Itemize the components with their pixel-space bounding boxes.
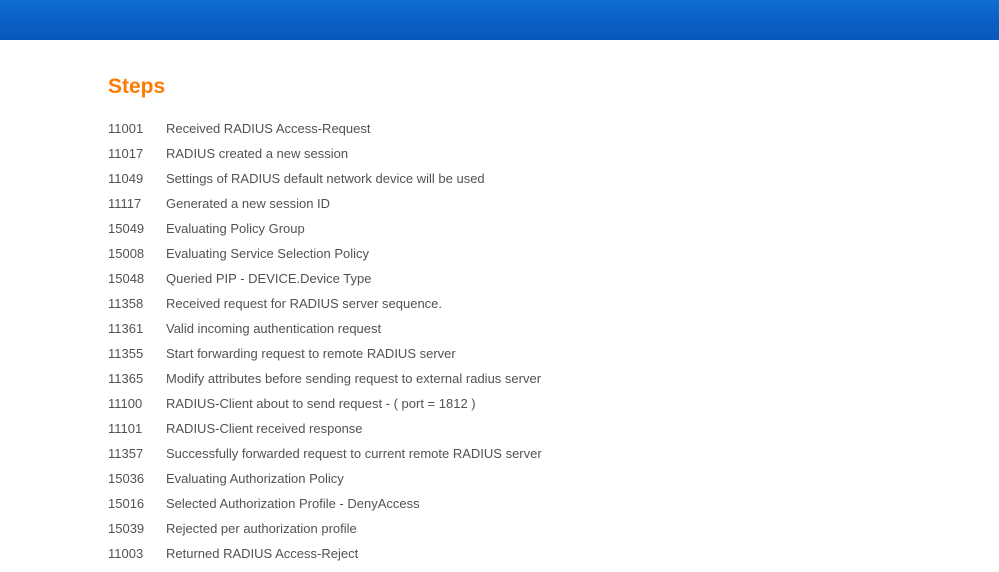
table-row: 11003Returned RADIUS Access-Reject — [108, 546, 542, 571]
table-row: 11117Generated a new session ID — [108, 196, 542, 221]
step-description: Valid incoming authentication request — [166, 321, 542, 346]
step-code: 11049 — [108, 171, 166, 196]
step-description: Queried PIP - DEVICE.Device Type — [166, 271, 542, 296]
step-code: 11117 — [108, 196, 166, 221]
step-description: RADIUS-Client about to send request - ( … — [166, 396, 542, 421]
step-code: 11003 — [108, 546, 166, 571]
step-code: 11357 — [108, 446, 166, 471]
step-code: 11100 — [108, 396, 166, 421]
step-description: Selected Authorization Profile - DenyAcc… — [166, 496, 542, 521]
table-row: 15048Queried PIP - DEVICE.Device Type — [108, 271, 542, 296]
step-code: 15036 — [108, 471, 166, 496]
table-row: 15016Selected Authorization Profile - De… — [108, 496, 542, 521]
table-row: 15039Rejected per authorization profile — [108, 521, 542, 546]
table-row: 15049Evaluating Policy Group — [108, 221, 542, 246]
step-description: Generated a new session ID — [166, 196, 542, 221]
step-code: 11001 — [108, 121, 166, 146]
step-code: 11017 — [108, 146, 166, 171]
step-description: Modify attributes before sending request… — [166, 371, 542, 396]
table-row: 11101RADIUS-Client received response — [108, 421, 542, 446]
table-row: 11358Received request for RADIUS server … — [108, 296, 542, 321]
step-code: 11101 — [108, 421, 166, 446]
steps-tbody: 11001Received RADIUS Access-Request11017… — [108, 121, 542, 571]
table-row: 15036Evaluating Authorization Policy — [108, 471, 542, 496]
table-row: 11049Settings of RADIUS default network … — [108, 171, 542, 196]
step-description: Returned RADIUS Access-Reject — [166, 546, 542, 571]
table-row: 11017RADIUS created a new session — [108, 146, 542, 171]
step-description: Successfully forwarded request to curren… — [166, 446, 542, 471]
step-code: 11365 — [108, 371, 166, 396]
step-description: Rejected per authorization profile — [166, 521, 542, 546]
step-code: 11361 — [108, 321, 166, 346]
table-row: 11361Valid incoming authentication reque… — [108, 321, 542, 346]
step-description: Evaluating Authorization Policy — [166, 471, 542, 496]
step-code: 11355 — [108, 346, 166, 371]
step-code: 15039 — [108, 521, 166, 546]
table-row: 11357Successfully forwarded request to c… — [108, 446, 542, 471]
step-description: RADIUS created a new session — [166, 146, 542, 171]
step-description: RADIUS-Client received response — [166, 421, 542, 446]
step-description: Start forwarding request to remote RADIU… — [166, 346, 542, 371]
content-area: Steps 11001Received RADIUS Access-Reques… — [0, 40, 999, 571]
step-code: 15016 — [108, 496, 166, 521]
step-code: 15008 — [108, 246, 166, 271]
table-row: 11355Start forwarding request to remote … — [108, 346, 542, 371]
step-description: Evaluating Policy Group — [166, 221, 542, 246]
step-code: 15048 — [108, 271, 166, 296]
step-code: 15049 — [108, 221, 166, 246]
step-code: 11358 — [108, 296, 166, 321]
step-description: Settings of RADIUS default network devic… — [166, 171, 542, 196]
step-description: Received request for RADIUS server seque… — [166, 296, 542, 321]
step-description: Received RADIUS Access-Request — [166, 121, 542, 146]
table-row: 11001Received RADIUS Access-Request — [108, 121, 542, 146]
section-title: Steps — [108, 75, 999, 99]
steps-table: 11001Received RADIUS Access-Request11017… — [108, 121, 542, 571]
step-description: Evaluating Service Selection Policy — [166, 246, 542, 271]
table-row: 15008Evaluating Service Selection Policy — [108, 246, 542, 271]
table-row: 11100RADIUS-Client about to send request… — [108, 396, 542, 421]
table-row: 11365Modify attributes before sending re… — [108, 371, 542, 396]
top-banner — [0, 0, 999, 40]
